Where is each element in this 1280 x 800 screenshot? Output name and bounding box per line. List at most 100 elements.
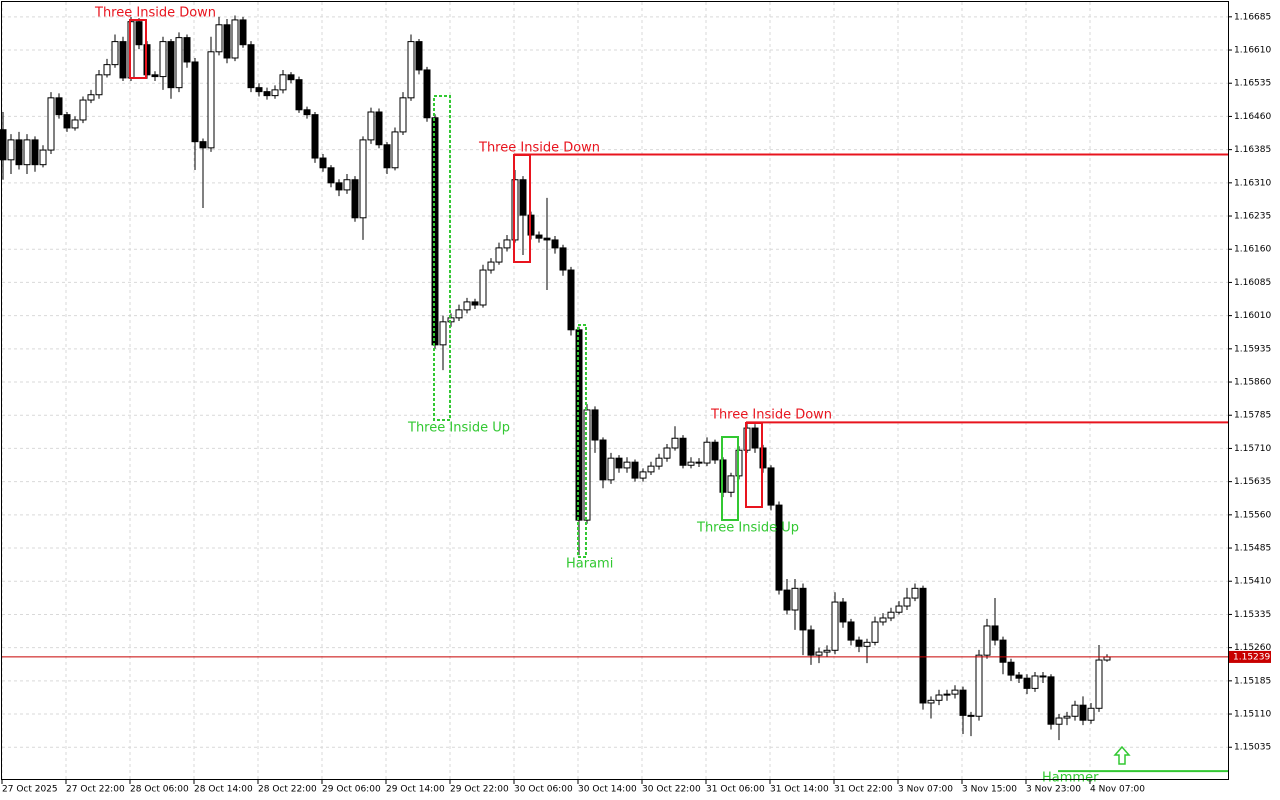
candle-body <box>807 629 815 656</box>
x-tick-label: 4 Nov 07:00 <box>1090 785 1145 795</box>
candle-body <box>503 239 511 249</box>
candle-body <box>383 144 391 169</box>
candle-body <box>303 109 311 116</box>
candle-body <box>967 714 975 717</box>
candle-body <box>247 44 255 89</box>
candle-body <box>951 689 959 695</box>
candle-body <box>263 91 271 97</box>
last-price-tag <box>1229 650 1271 663</box>
pattern-label: Three Inside Down <box>94 6 216 21</box>
candle-body <box>927 699 935 704</box>
candle-body <box>847 621 855 641</box>
x-tick-label: 31 Oct 22:00 <box>834 785 893 795</box>
candle-body <box>111 41 119 66</box>
candle-body <box>1095 659 1103 709</box>
candle-body <box>391 131 399 169</box>
pattern-label: Harami <box>566 557 613 572</box>
y-tick-label: 1.15860 <box>1234 378 1271 388</box>
pattern-label: Three Inside Up <box>696 521 799 536</box>
candle-body <box>255 87 263 93</box>
pattern-label: Three Inside Up <box>407 421 510 436</box>
candle-body <box>975 654 983 717</box>
x-tick-label: 30 Oct 06:00 <box>514 785 573 795</box>
y-tick-label: 1.15560 <box>1234 510 1271 520</box>
candle-body <box>535 234 543 239</box>
candle-body <box>911 587 919 599</box>
candle-body <box>711 441 719 461</box>
candle-body <box>71 119 79 129</box>
plot-frame <box>1 1 1229 780</box>
x-tick-label: 30 Oct 22:00 <box>642 785 701 795</box>
candle-body <box>599 439 607 481</box>
candle-body <box>79 99 87 121</box>
candle-body <box>879 617 887 623</box>
candle-body <box>215 24 223 53</box>
candle-body <box>271 89 279 97</box>
candle-body <box>87 94 95 101</box>
candle-body <box>423 69 431 119</box>
candle-body <box>327 167 335 184</box>
candle-body <box>751 427 759 449</box>
candle-body <box>791 587 799 611</box>
y-tick-label: 1.16535 <box>1234 79 1271 89</box>
candle-body <box>0 129 7 161</box>
candle-body <box>463 301 471 311</box>
pattern-label: Three Inside Down <box>478 141 600 156</box>
x-tick-label: 28 Oct 06:00 <box>130 785 189 795</box>
candle-body <box>991 625 999 641</box>
signal-arrow <box>1113 745 1131 765</box>
candle-body <box>287 74 295 81</box>
candle-body <box>47 97 55 151</box>
candle-body <box>983 625 991 656</box>
candle-body <box>919 587 927 704</box>
x-tick-label: 31 Oct 14:00 <box>770 785 829 795</box>
last-price-label: 1.15239 <box>1233 652 1270 662</box>
candle-body <box>703 441 711 464</box>
candle-body <box>895 605 903 613</box>
candle-body <box>367 111 375 141</box>
x-tick-label: 3 Nov 15:00 <box>962 785 1017 795</box>
candle-body <box>671 437 679 449</box>
candle-body <box>319 157 327 169</box>
pattern-label: Hammer <box>1042 771 1099 786</box>
y-tick-label: 1.16610 <box>1234 46 1271 56</box>
candle-body <box>1055 717 1063 725</box>
axes: 1.16685 1.16610 1.16535 1.16460 1.16385 1.163… <box>1 12 1271 795</box>
x-tick-label: 29 Oct 06:00 <box>322 785 381 795</box>
y-tick-label: 1.16010 <box>1234 311 1271 321</box>
y-tick-label: 1.15635 <box>1234 477 1271 487</box>
candle-body <box>359 139 367 219</box>
candle-body <box>871 621 879 643</box>
candle-body <box>1063 715 1071 719</box>
candle-body <box>7 139 15 161</box>
candle-body <box>15 139 23 166</box>
candle-body <box>231 19 239 59</box>
candle-body <box>863 641 871 647</box>
candle-body <box>439 321 447 346</box>
candle-body <box>727 475 735 493</box>
candle-body <box>943 693 951 696</box>
y-tick-label: 1.15185 <box>1234 676 1271 686</box>
candle-body <box>175 37 183 89</box>
candle-body <box>343 179 351 191</box>
y-tick-label: 1.15785 <box>1234 411 1271 421</box>
candle-body <box>783 589 791 611</box>
candle-body <box>695 461 703 464</box>
x-tick-label: 3 Nov 23:00 <box>1026 785 1081 795</box>
y-tick-label: 1.15935 <box>1234 344 1271 354</box>
pattern-box <box>721 436 739 521</box>
pattern-box <box>433 95 451 421</box>
candle-body <box>935 694 943 701</box>
candle-body <box>1031 675 1039 689</box>
candle-body <box>607 457 615 481</box>
x-tick-label: 28 Oct 22:00 <box>258 785 317 795</box>
candle-body <box>591 409 599 441</box>
y-tick-label: 1.16460 <box>1234 112 1271 122</box>
candle-body <box>615 457 623 469</box>
candle-body <box>407 41 415 99</box>
y-tick-label: 1.16685 <box>1234 12 1271 22</box>
candle-body <box>223 24 231 59</box>
candle-body <box>479 269 487 306</box>
candle-body <box>1023 677 1031 689</box>
x-tick-label: 27 Oct 2025 <box>2 785 58 795</box>
